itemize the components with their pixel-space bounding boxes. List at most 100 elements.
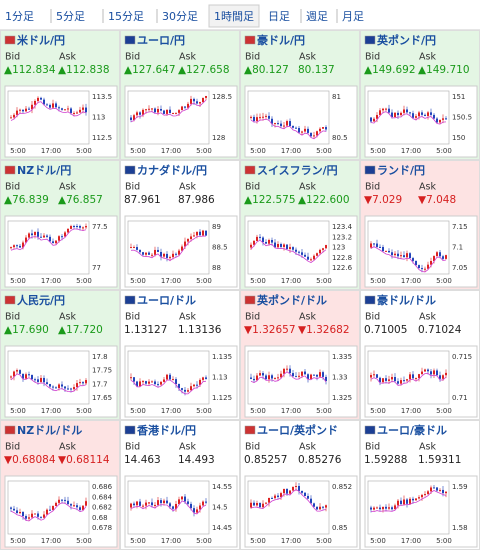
ask-label: Ask — [179, 312, 196, 323]
candle-body — [202, 501, 204, 506]
candle-body — [286, 121, 288, 126]
y-tick-label: 14.45 — [212, 524, 232, 532]
pair-name[interactable]: 米ドル/円 — [16, 33, 65, 47]
tab[interactable]: 15分足 — [108, 10, 144, 23]
candle-body — [319, 128, 321, 132]
y-tick-label: 77 — [92, 264, 101, 272]
candle-body — [190, 503, 192, 509]
candle-body — [130, 503, 132, 508]
pair-name[interactable]: スイスフラン/円 — [257, 164, 338, 177]
pair-name[interactable]: 豪ドル/円 — [257, 33, 305, 47]
tab[interactable]: 日足 — [268, 10, 290, 23]
y-tick-label: 128 — [212, 134, 225, 142]
bid-value: 1.13127 — [124, 324, 167, 336]
y-tick-label: 150.5 — [452, 114, 472, 122]
candle-body — [433, 256, 435, 262]
tab[interactable]: 1分足 — [5, 10, 34, 23]
time-label: 5:00 — [196, 407, 212, 415]
candle-body — [280, 243, 282, 247]
candle-body — [250, 502, 252, 508]
candle-body — [151, 108, 153, 110]
time-label: 5:00 — [436, 277, 452, 285]
candle-body — [277, 243, 279, 248]
pair-name[interactable]: 人民元/円 — [17, 293, 65, 307]
pair-name[interactable]: ユーロ/英ポンド — [257, 423, 338, 437]
tab[interactable]: 1時間足 — [214, 10, 254, 23]
candle-body — [190, 386, 192, 391]
candle-body — [316, 374, 318, 377]
time-label: 17:00 — [161, 277, 181, 285]
pair-name[interactable]: カナダドル/円 — [137, 163, 207, 177]
time-label: 5:00 — [250, 407, 266, 415]
bid-label: Bid — [245, 312, 260, 323]
candle-body — [313, 135, 315, 137]
plot-area — [127, 220, 210, 275]
bid-value: 87.961 — [124, 194, 161, 206]
candle-body — [295, 376, 297, 378]
y-tick-label: 0.71 — [452, 394, 468, 402]
candle-body — [400, 500, 402, 505]
tab[interactable]: 30分足 — [162, 10, 198, 23]
candle-body — [79, 109, 81, 113]
pair-name[interactable]: ユーロ/豪ドル — [377, 423, 447, 437]
candle-body — [280, 123, 282, 127]
pair-name[interactable]: ランド/円 — [377, 164, 425, 177]
candle-body — [205, 377, 207, 379]
candle-body — [406, 253, 408, 258]
pair-name[interactable]: 香港ドル/円 — [136, 423, 196, 437]
candle-body — [37, 513, 39, 517]
candle-body — [442, 118, 444, 120]
candle-body — [169, 257, 171, 259]
plot-area — [127, 90, 210, 145]
tab[interactable]: 5分足 — [56, 10, 85, 23]
candle-body — [430, 112, 432, 115]
candle-body — [28, 517, 30, 519]
bid-label: Bid — [5, 182, 20, 193]
time-label: 5:00 — [76, 537, 92, 545]
candle-body — [148, 252, 150, 255]
candle-body — [199, 102, 201, 104]
candle-body — [412, 113, 414, 118]
pair-name[interactable]: ユーロ/ドル — [137, 294, 196, 307]
candle-body — [268, 375, 270, 380]
pair-name[interactable]: 英ポンド/ドル — [256, 293, 327, 307]
candle-body — [190, 236, 192, 240]
candle-body — [301, 131, 303, 133]
candle-body — [19, 370, 21, 374]
candle-body — [433, 487, 435, 489]
candle-body — [304, 371, 306, 375]
candle-body — [187, 239, 189, 242]
candle-body — [445, 255, 447, 259]
candle-body — [139, 249, 141, 253]
candle-body — [421, 112, 423, 115]
time-label: 17:00 — [41, 277, 61, 285]
ask-value: ▼0.68114 — [58, 454, 110, 466]
candle-body — [313, 374, 315, 376]
candle-body — [169, 109, 171, 114]
pair-name[interactable]: ユーロ/円 — [137, 34, 185, 47]
candle-body — [55, 240, 57, 244]
candle-body — [25, 108, 27, 112]
ask-label: Ask — [419, 182, 436, 193]
tab[interactable]: 月足 — [342, 10, 364, 23]
pair-name[interactable]: 豪ドル/ドル — [377, 293, 436, 307]
flag-icon — [244, 165, 256, 175]
pair-name[interactable]: NZドル/円 — [17, 164, 71, 177]
candle-body — [79, 382, 81, 384]
candle-body — [169, 374, 171, 380]
candle-body — [268, 497, 270, 503]
candle-body — [145, 109, 147, 111]
candle-body — [370, 117, 372, 122]
candle-body — [400, 255, 402, 257]
candle-body — [313, 255, 315, 260]
candle-body — [325, 127, 327, 130]
candle-body — [277, 495, 279, 497]
pair-name[interactable]: 英ポンド/円 — [376, 33, 436, 47]
chart-frame — [364, 85, 478, 158]
tab[interactable]: 週足 — [306, 10, 328, 23]
y-tick-label: 122.8 — [332, 254, 352, 262]
candle-body — [250, 116, 252, 118]
candle-body — [13, 245, 15, 248]
candle-body — [46, 509, 48, 515]
pair-name[interactable]: NZドル/ドル — [17, 424, 82, 437]
